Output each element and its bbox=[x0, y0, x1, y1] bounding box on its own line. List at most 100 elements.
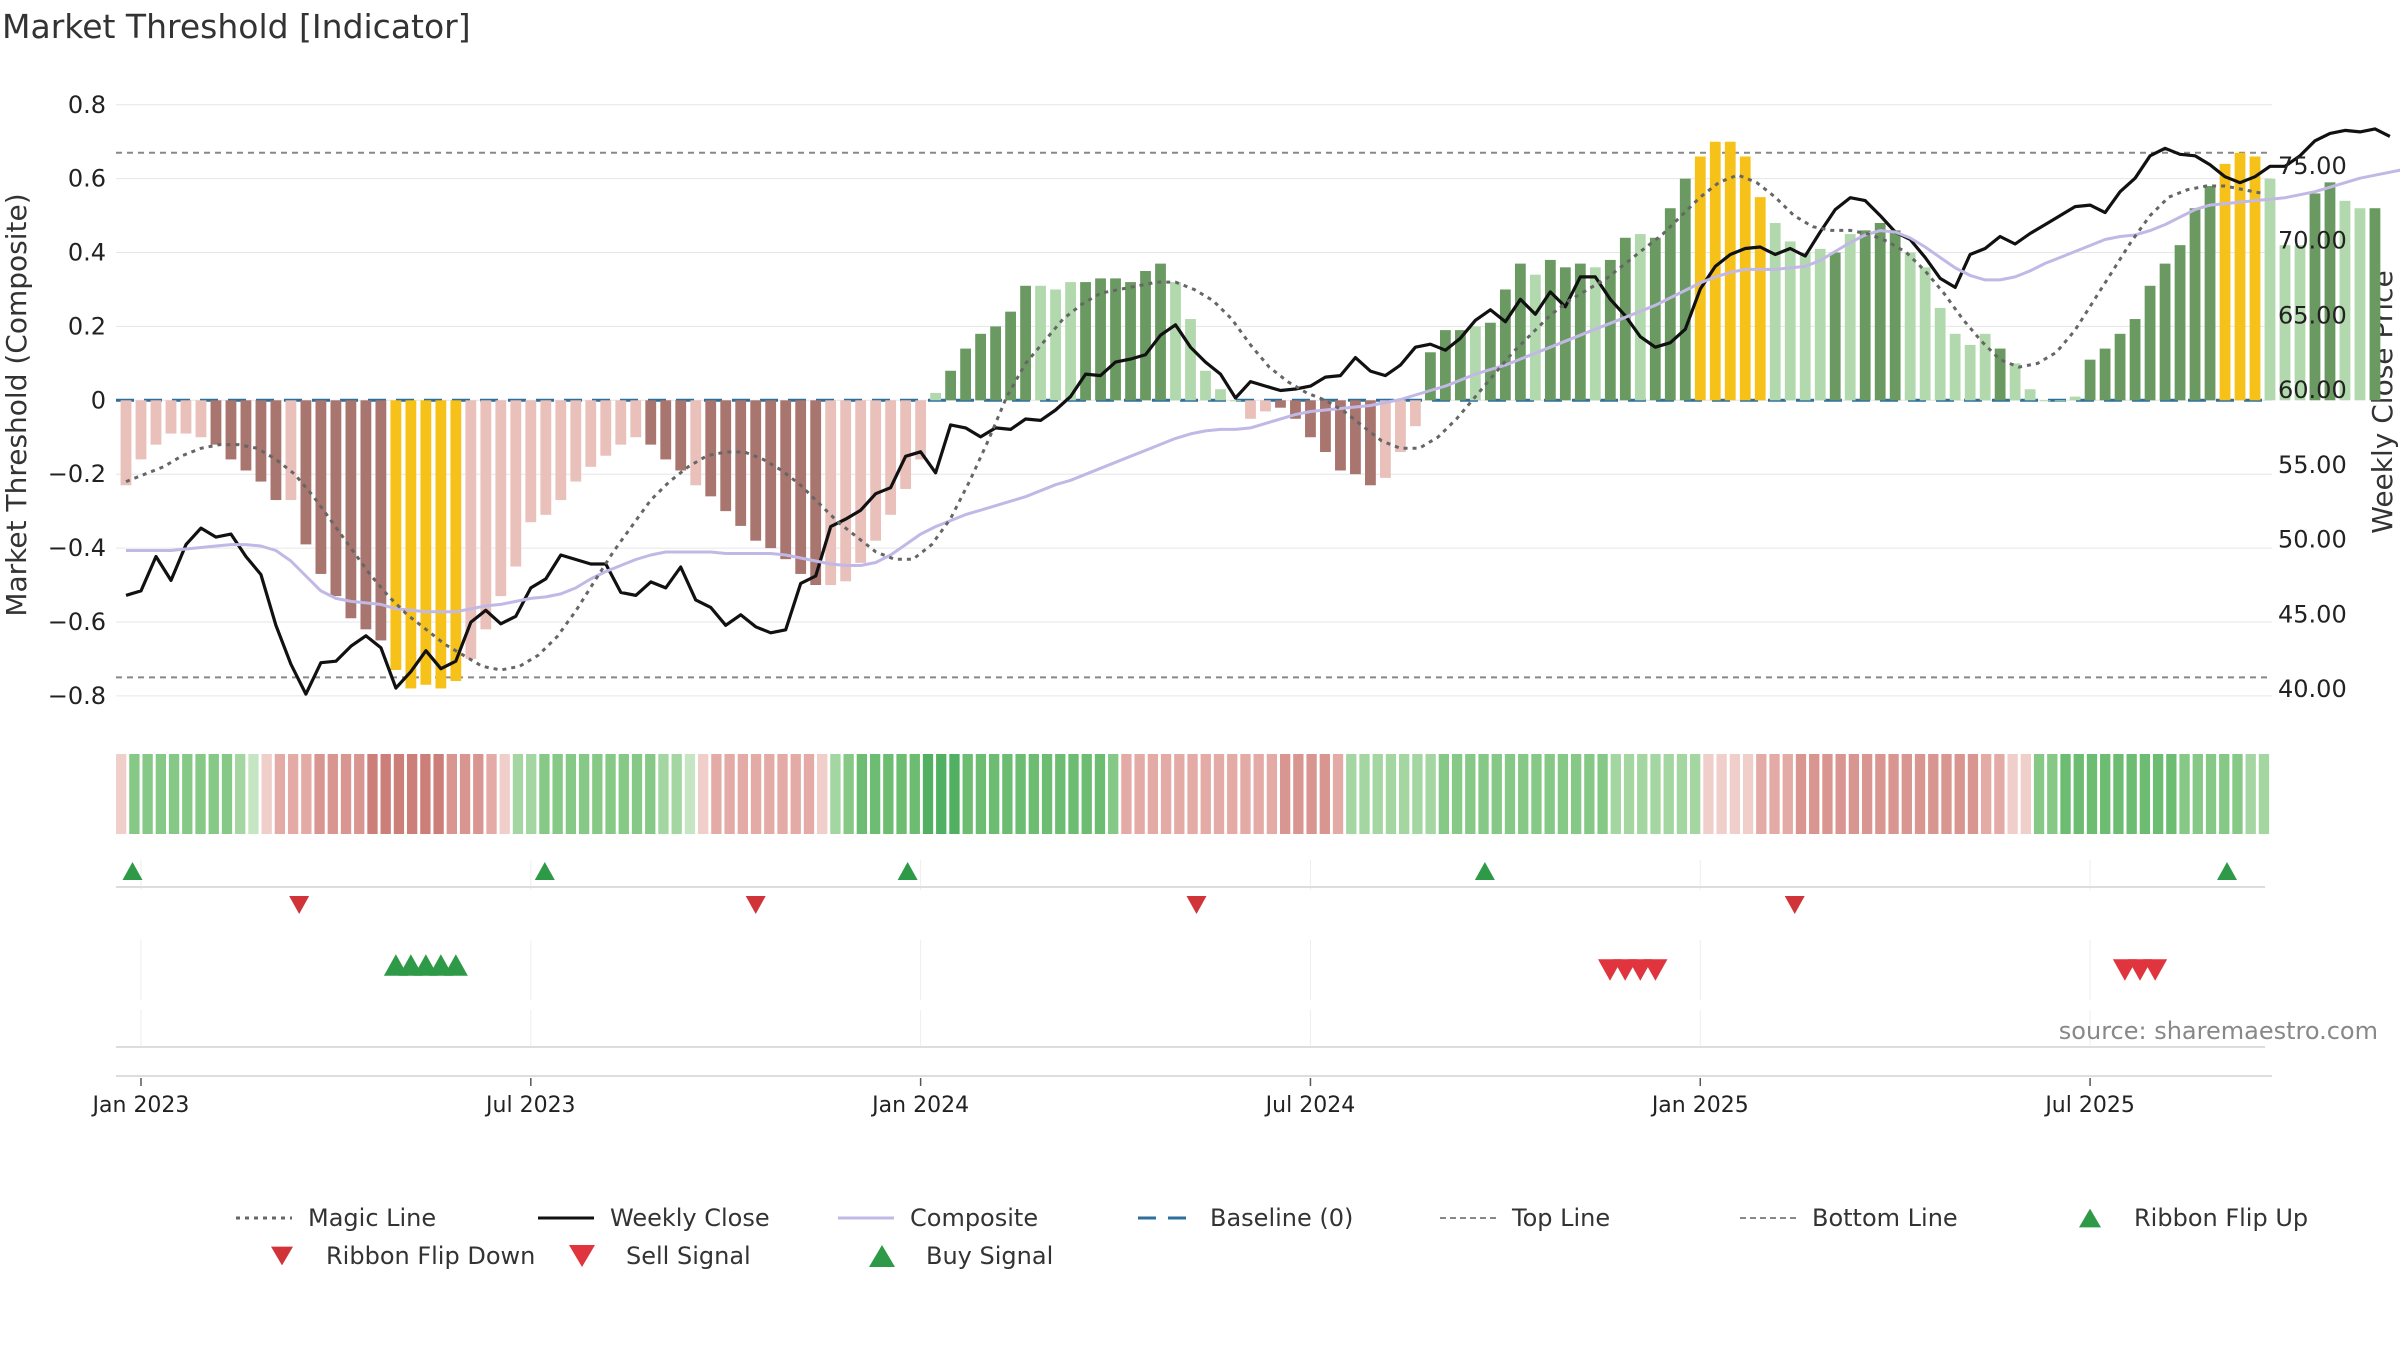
y2-tick-label: 50.00 bbox=[2278, 526, 2347, 554]
composite-bar bbox=[975, 333, 987, 401]
ribbon-cell bbox=[301, 754, 312, 834]
ribbon-cell bbox=[1068, 754, 1079, 834]
ribbon-cell bbox=[1359, 754, 1370, 834]
composite-bar bbox=[1410, 400, 1421, 427]
y-axis-ticks: 0.8 0.6 0.4 0.2 0 −0.2 −0.4 −0.6 −0.8 bbox=[48, 91, 106, 710]
ribbon-cell bbox=[565, 754, 577, 834]
composite-bar bbox=[1694, 156, 1706, 401]
ribbon-flip-up-marker bbox=[2217, 862, 2238, 880]
composite-bar bbox=[1335, 400, 1346, 471]
composite-bar bbox=[1080, 282, 1091, 401]
ribbon-cell bbox=[1451, 754, 1463, 834]
legend-label: Weekly Close bbox=[610, 1204, 770, 1232]
ribbon-cell bbox=[724, 754, 735, 834]
composite-bar bbox=[2339, 200, 2351, 401]
composite-bar bbox=[1170, 282, 1181, 401]
ribbon-cell bbox=[1782, 754, 1793, 834]
composite-bar bbox=[870, 400, 882, 541]
ribbon-cell bbox=[1399, 754, 1410, 834]
ribbon-cell bbox=[1981, 754, 1992, 834]
composite-bar bbox=[165, 400, 177, 434]
ribbon-cell bbox=[2152, 754, 2164, 834]
y-tick-label: 0.6 bbox=[68, 165, 106, 193]
ribbon-cell bbox=[1637, 754, 1648, 834]
ribbon-cell bbox=[155, 754, 166, 834]
composite-bar bbox=[1664, 208, 1676, 401]
composite-bar bbox=[1140, 271, 1151, 401]
composite-bar bbox=[885, 400, 897, 515]
legend-label: Baseline (0) bbox=[1210, 1204, 1353, 1232]
ribbon-cell bbox=[922, 754, 934, 834]
trend-ribbon bbox=[116, 754, 2270, 834]
composite-bar bbox=[405, 400, 417, 689]
source-label: source: sharemaestro.com bbox=[2059, 1017, 2378, 1045]
y2-tick-label: 70.00 bbox=[2278, 227, 2347, 255]
ribbon-cell bbox=[1306, 754, 1317, 834]
composite-bar bbox=[645, 400, 657, 445]
legend-item: Weekly Close bbox=[538, 1204, 770, 1232]
ribbon-cell bbox=[2007, 754, 2018, 834]
ribbon-flip-up-marker bbox=[122, 862, 143, 880]
ribbon-cell bbox=[182, 754, 193, 834]
ribbon-cell bbox=[949, 754, 960, 834]
ribbon-cell bbox=[1385, 754, 1397, 834]
composite-bar bbox=[630, 400, 642, 438]
y-tick-label: 0.4 bbox=[68, 239, 106, 267]
composite-bar bbox=[2144, 285, 2156, 401]
y2-tick-label: 55.00 bbox=[2278, 451, 2347, 479]
ribbon-cell bbox=[1002, 754, 1013, 834]
ribbon-cell bbox=[1174, 754, 1185, 834]
composite-bar bbox=[600, 400, 612, 456]
composite-bar bbox=[1544, 259, 1556, 401]
composite-bar bbox=[1499, 289, 1511, 401]
y2-tick-label: 75.00 bbox=[2278, 152, 2347, 180]
ribbon-cell bbox=[1861, 754, 1873, 834]
ribbon-cell bbox=[1570, 754, 1582, 834]
ribbon-cell bbox=[697, 754, 709, 834]
composite-bar bbox=[1484, 322, 1496, 401]
ribbon-cell bbox=[975, 754, 987, 834]
legend-item: Composite bbox=[838, 1204, 1038, 1232]
chart-title: Market Threshold [Indicator] bbox=[2, 7, 471, 46]
ribbon-cell bbox=[750, 754, 762, 834]
ribbon-cell bbox=[1346, 754, 1357, 834]
composite-bar bbox=[2324, 182, 2336, 401]
ribbon-cell bbox=[2245, 754, 2256, 834]
ribbon-cell bbox=[1028, 754, 1039, 834]
ribbon-cell bbox=[1756, 754, 1767, 834]
composite-bar bbox=[1514, 263, 1526, 401]
ribbon-cell bbox=[327, 754, 338, 834]
y2-tick-label: 65.00 bbox=[2278, 301, 2347, 329]
composite-bar bbox=[1559, 267, 1571, 401]
ribbon-cell bbox=[658, 754, 669, 834]
composite-bar bbox=[765, 400, 777, 549]
ribbon-cell bbox=[1531, 754, 1542, 834]
ribbon-cell bbox=[1121, 754, 1132, 834]
composite-bar bbox=[1290, 400, 1301, 419]
composite-bar bbox=[1320, 400, 1331, 453]
composite-bar bbox=[2174, 245, 2186, 401]
composite-bar bbox=[1649, 237, 1661, 401]
composite-bar bbox=[900, 400, 912, 489]
ribbon-cell bbox=[830, 754, 841, 834]
ribbon-cell bbox=[1227, 754, 1238, 834]
ribbon-cell bbox=[367, 754, 378, 834]
y-tick-label: 0.8 bbox=[68, 91, 106, 119]
ribbon-cell bbox=[1795, 754, 1807, 834]
ribbon-cell bbox=[512, 754, 524, 834]
ribbon-cell bbox=[1623, 754, 1635, 834]
composite-bar bbox=[915, 400, 927, 460]
legend-item: Buy Signal bbox=[869, 1242, 1053, 1270]
composite-bar bbox=[1050, 289, 1061, 401]
ribbon-cell bbox=[354, 754, 365, 834]
ribbon-cell bbox=[777, 754, 788, 834]
ribbon-cell bbox=[195, 754, 206, 834]
ribbon-cell bbox=[2113, 754, 2124, 834]
legend-label: Top Line bbox=[1511, 1204, 1610, 1232]
ribbon-cell bbox=[803, 754, 815, 834]
composite-bar bbox=[1350, 400, 1361, 475]
ribbon-cell bbox=[790, 754, 801, 834]
ribbon-cell bbox=[1716, 754, 1727, 834]
composite-bar bbox=[705, 400, 717, 497]
composite-bar bbox=[360, 400, 372, 630]
